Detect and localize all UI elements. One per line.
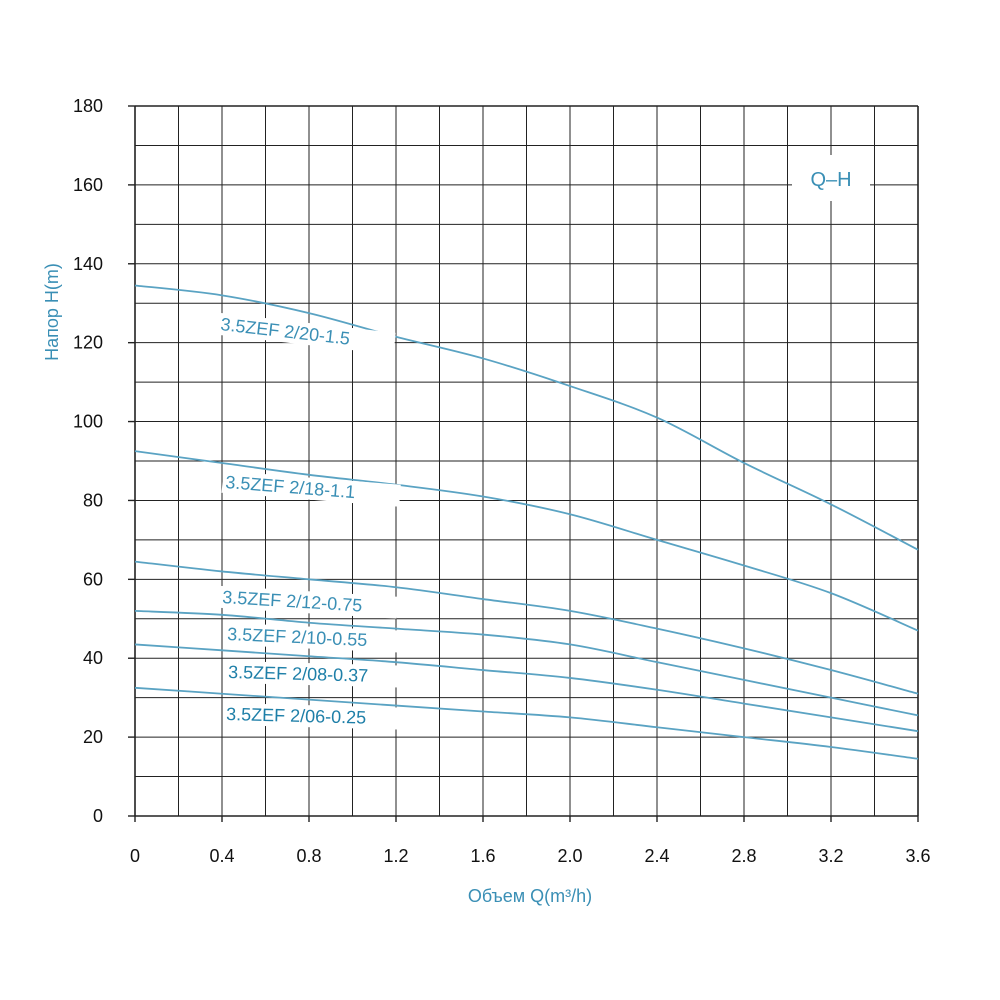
curve-label-bg <box>223 622 403 653</box>
x-tick-label: 3.2 <box>818 846 843 866</box>
y-tick-label: 80 <box>83 490 103 510</box>
y-tick-label: 160 <box>73 175 103 195</box>
curve-label-group: 3.5ZEF 2/10-0.55 <box>223 622 403 653</box>
curves <box>134 284 919 760</box>
x-tick-label: 3.6 <box>905 846 930 866</box>
chart-tag: Q–H <box>810 169 851 191</box>
x-tick-label: 1.2 <box>383 846 408 866</box>
x-axis-title: Объем Q(m³/h) <box>468 886 592 906</box>
x-tick-label: 2.0 <box>557 846 582 866</box>
x-tick-label: 2.4 <box>644 846 669 866</box>
y-tick-label: 100 <box>73 412 103 432</box>
curve-line <box>134 560 919 695</box>
x-tick-label: 0.4 <box>209 846 234 866</box>
x-tick-label: 1.6 <box>470 846 495 866</box>
curve-label: 3.5ZEF 2/12-0.75 <box>222 587 363 616</box>
curve-label-bg <box>222 702 402 730</box>
curve-line <box>134 686 919 760</box>
y-tick-label: 180 <box>73 96 103 116</box>
y-tick-label: 40 <box>83 648 103 668</box>
curve-line <box>134 284 919 551</box>
curve-label-group: 3.5ZEF 2/20-1.5 <box>216 312 396 355</box>
y-tick-label: 0 <box>93 806 103 826</box>
curve-label: 3.5ZEF 2/08-0.37 <box>228 662 369 686</box>
curve-label-group: 3.5ZEF 2/12-0.75 <box>218 585 398 619</box>
curve-label: 3.5ZEF 2/10-0.55 <box>227 624 368 650</box>
y-axis-title: Напор H(m) <box>42 263 62 361</box>
curve-labels: 3.5ZEF 2/20-1.5 3.5ZEF 2/18-1.1 3.5ZEF 2/1… <box>216 312 404 730</box>
curve-label-group: 3.5ZEF 2/08-0.37 <box>224 660 404 688</box>
curve-label-bg <box>218 585 398 619</box>
curve-label-group: 3.5ZEF 2/18-1.1 <box>221 470 401 507</box>
y-tick-label: 140 <box>73 254 103 274</box>
curve-label-group: 3.5ZEF 2/06-0.25 <box>222 702 402 730</box>
curve-label-bg <box>221 470 401 507</box>
x-tick-label: 0.8 <box>296 846 321 866</box>
y-tick-label: 20 <box>83 727 103 747</box>
curve-label-bg <box>224 660 404 688</box>
curve-line <box>134 450 919 632</box>
y-tick-label: 60 <box>83 569 103 589</box>
curve-label-bg <box>216 312 396 355</box>
tick-labels: 0 0.4 0.8 1.2 1.6 2.0 2.4 2.8 3.2 3.6 0 20 40 60 80 100… <box>73 96 931 866</box>
y-tick-label: 120 <box>73 333 103 353</box>
x-tick-label: 2.8 <box>731 846 756 866</box>
curve-line <box>134 643 919 733</box>
x-tick-label: 0 <box>130 846 140 866</box>
curve-label: 3.5ZEF 2/06-0.25 <box>226 704 367 728</box>
curve-line <box>134 609 919 717</box>
chart-tag-box: Q–H <box>792 155 870 201</box>
